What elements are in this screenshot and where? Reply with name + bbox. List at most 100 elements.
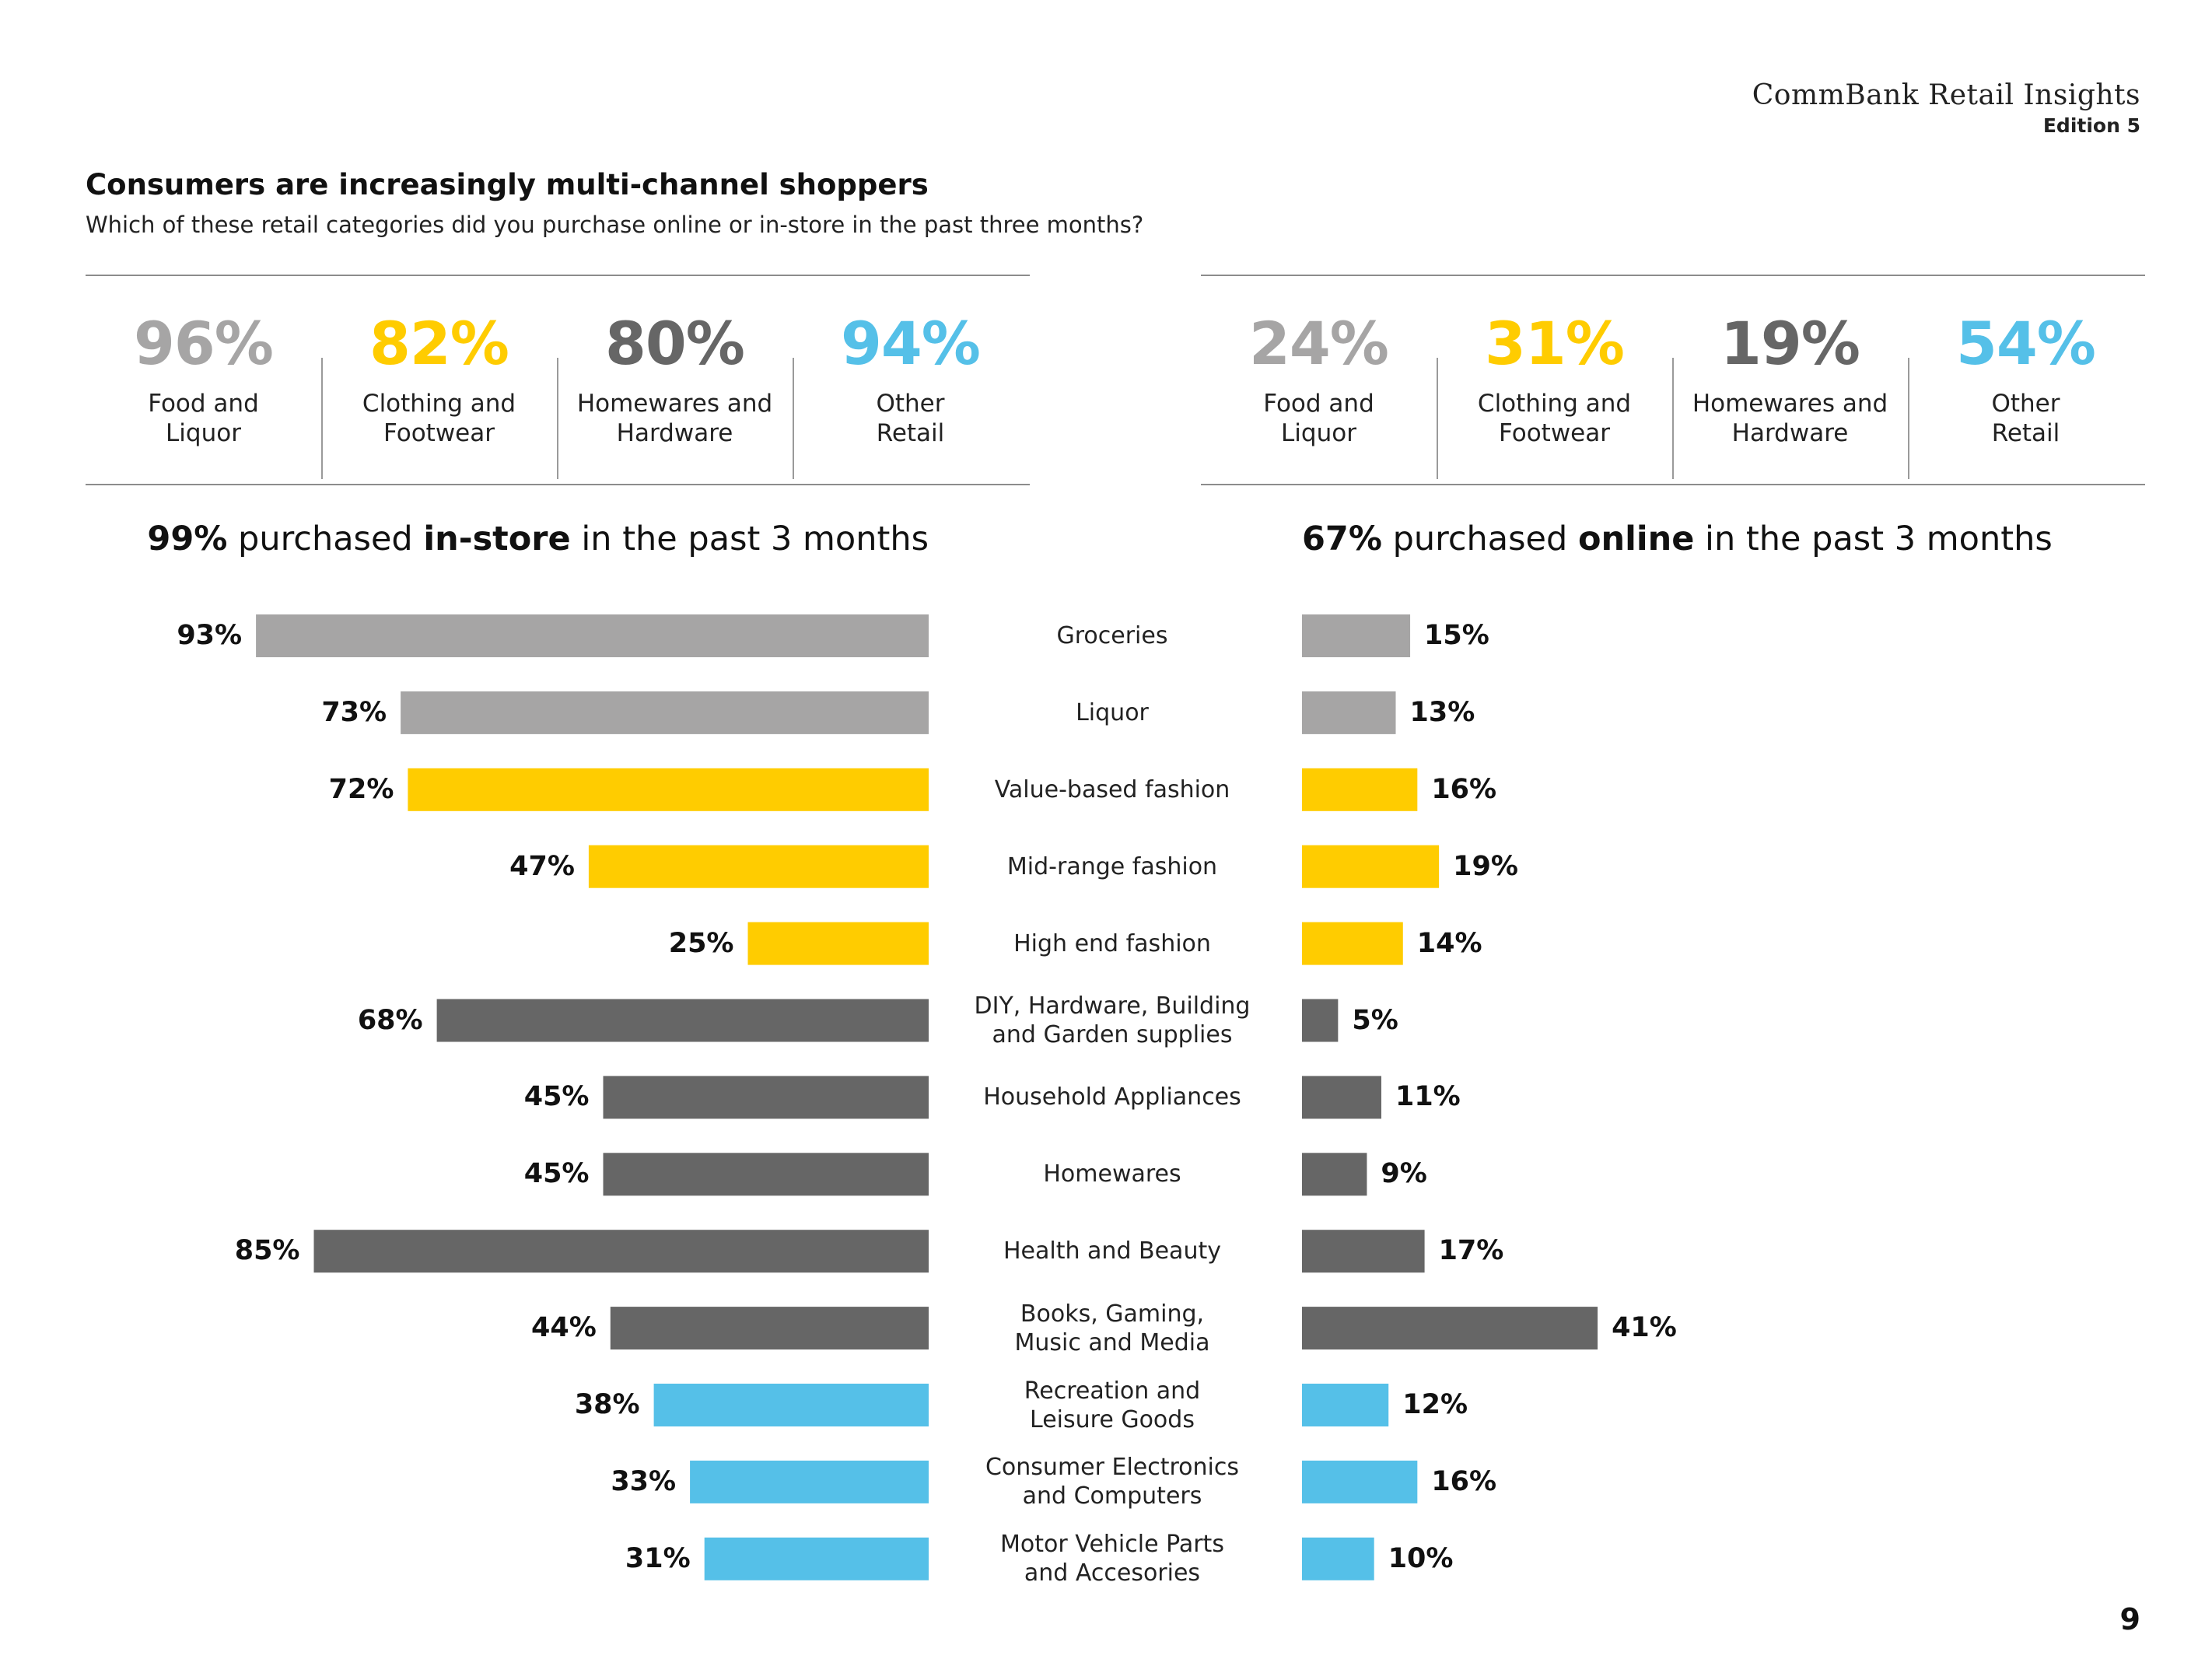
edition-label: Edition 5 [2042,114,2140,137]
category-label: Homewares [1043,1160,1181,1188]
category-label: Health and Beauty [1003,1237,1221,1265]
online-bar [1302,922,1403,965]
online-bar [1302,768,1418,811]
online-heading-pre: purchased [1381,520,1578,558]
online-bar [1302,1153,1367,1196]
online-value-label: 11% [1395,1081,1461,1113]
online-value-label: 12% [1402,1389,1468,1420]
instore-stat-value: 80% [605,309,745,378]
online-bar [1302,1076,1381,1119]
divider-bottom-left [86,484,1030,485]
online-value-label: 5% [1352,1004,1398,1036]
instore-bar [690,1460,929,1503]
online-bar [1302,1307,1598,1350]
instore-stat: 96% Food and Liquor [86,314,321,448]
category-label: Motor Vehicle Parts and Accesories [1000,1531,1224,1587]
online-bar [1302,999,1339,1042]
online-stat: 19% Homewares and Hardware [1672,309,1908,479]
online-value-label: 9% [1381,1158,1427,1190]
online-value-label: 16% [1431,1465,1497,1497]
instore-stat: 94% Other Retail [793,314,1028,479]
category-label: Value-based fashion [994,775,1230,803]
online-bar [1302,1384,1389,1426]
instore-stat-label: Other Retail [876,390,945,447]
online-stat-value: 19% [1720,309,1860,378]
instore-bar [704,1537,929,1580]
divider-bottom-right [1201,484,2145,485]
online-bar [1302,1460,1418,1503]
online-value-label: 14% [1416,927,1482,959]
online-summary: 24% Food and Liquor 31% Clothing and Footwe… [1201,309,2144,479]
instore-stat: 80% Homewares and Hardware [557,309,793,479]
instore-stat-value: 96% [134,309,274,378]
instore-value-label: 45% [523,1158,590,1190]
instore-heading: 99% purchased in-store in the past 3 mon… [147,520,929,558]
online-value-label: 19% [1453,850,1518,882]
instore-value-label: 93% [177,620,243,651]
category-label: Mid-range fashion [1006,852,1218,880]
instore-bar [313,1230,929,1273]
online-stat-label: Other Retail [1991,390,2060,447]
instore-value-label: 33% [611,1465,677,1497]
instore-bar [747,922,929,965]
instore-stat: 82% Clothing and Footwear [321,309,557,479]
instore-bar [588,845,929,888]
brand-block: CommBank Retail Insights Edition 5 [1752,79,2140,137]
instore-value-label: 45% [523,1081,590,1113]
online-bar [1302,1230,1425,1273]
instore-value-label: 31% [625,1542,691,1574]
instore-bar [653,1384,929,1426]
category-label: Household Appliances [983,1083,1241,1111]
category-label: Liquor [1076,698,1149,726]
category-label: Books, Gaming, Music and Media [1014,1300,1210,1356]
online-value-label: 17% [1438,1235,1504,1267]
instore-summary: 96% Food and Liquor 82% Clothing and Footwe… [86,309,1028,479]
divider-top-left [86,275,1030,276]
instore-heading-bold: in-store [423,520,571,558]
category-label: Consumer Electronics and Computers [985,1454,1239,1510]
online-stat: 24% Food and Liquor [1201,314,1437,448]
instore-value-label: 38% [574,1389,640,1420]
online-value-label: 15% [1424,620,1489,651]
page-subtitle: Which of these retail categories did you… [86,212,1144,238]
instore-bar [401,691,929,734]
online-stat-value: 24% [1249,309,1389,378]
instore-stat-label: Clothing and Footwear [362,390,516,447]
instore-stat-value: 82% [369,309,509,378]
online-stat: 54% Other Retail [1908,309,2144,479]
instore-bar [610,1307,929,1350]
online-bar [1302,614,1411,657]
online-stat-value: 54% [1956,309,2096,378]
instore-value-label: 72% [328,773,394,805]
instore-value-label: 85% [234,1235,300,1267]
online-bar [1302,691,1396,734]
instore-heading-pre: purchased [227,520,424,558]
instore-value-label: 44% [531,1312,597,1344]
instore-value-label: 25% [668,927,734,959]
category-label: Groceries [1056,622,1168,649]
online-bar [1302,1537,1374,1580]
online-stat-label: Clothing and Footwear [1477,390,1632,447]
instore-bar [436,999,929,1042]
online-value-label: 13% [1409,696,1475,728]
online-heading-bold: online [1577,520,1695,558]
instore-bar [256,614,929,657]
instore-bar [603,1076,929,1119]
instore-heading-post: in the past 3 months [570,520,929,558]
instore-stat-label: Homewares and Hardware [576,390,773,447]
instore-heading-pct: 99% [147,520,228,558]
online-heading: 67% purchased online in the past 3 month… [1302,520,2053,558]
instore-stat-label: Food and Liquor [148,390,259,447]
page-title: Consumers are increasingly multi-channel… [86,168,929,201]
instore-value-label: 47% [509,850,575,882]
instore-bar [603,1153,929,1196]
online-value-label: 41% [1612,1312,1677,1344]
instore-bar [408,768,929,811]
online-value-label: 10% [1388,1542,1454,1574]
instore-value-label: 73% [321,696,387,728]
online-heading-pct: 67% [1302,520,1382,558]
category-label: Recreation and Leisure Goods [1024,1377,1201,1433]
online-bar [1302,845,1440,888]
category-label: DIY, Hardware, Building and Garden suppl… [974,992,1251,1048]
